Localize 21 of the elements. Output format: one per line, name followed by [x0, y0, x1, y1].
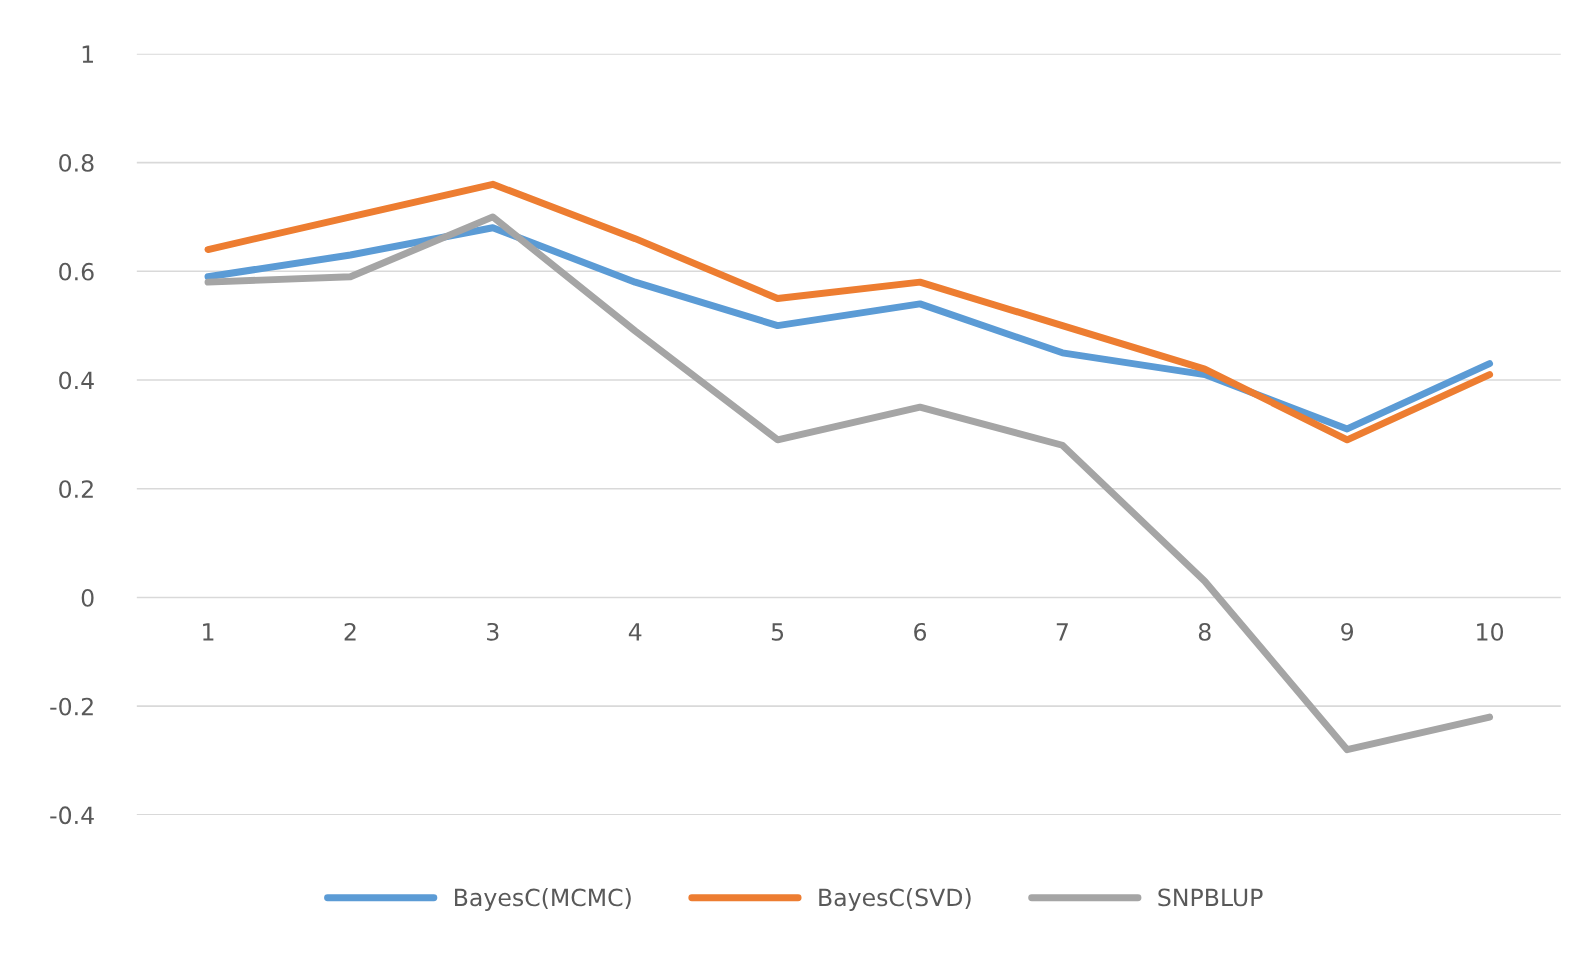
y-tick-label: 1 [82, 45, 93, 63]
x-tick-label: 10 [1477, 622, 1504, 641]
y-tick-label: 0.2 [59, 480, 93, 499]
y-tick-label: 0 [81, 588, 94, 607]
x-tick-label: 4 [628, 623, 642, 641]
x-tick-label: 5 [771, 623, 784, 641]
y-tick-label: -0.2 [50, 697, 93, 716]
y-tick-label: 0.8 [59, 153, 94, 172]
y-tick-label: 0.4 [59, 371, 94, 390]
x-tick-label: 2 [344, 622, 356, 641]
x-tick-label: 7 [1056, 623, 1068, 641]
x-tick-label: 3 [487, 622, 499, 641]
x-tick-label: 8 [1198, 622, 1211, 641]
legend-label: SNPBLUP [1158, 888, 1263, 907]
x-tick-label: 9 [1341, 622, 1354, 641]
x-tick-label: 1 [203, 623, 214, 641]
legend-label: BayesC(SVD) [819, 888, 971, 911]
x-tick-label: 6 [914, 622, 927, 641]
y-tick-label: -0.4 [50, 806, 94, 825]
legend-label: BayesC(MCMC) [455, 888, 631, 911]
y-tick-label: 0.6 [59, 262, 94, 281]
